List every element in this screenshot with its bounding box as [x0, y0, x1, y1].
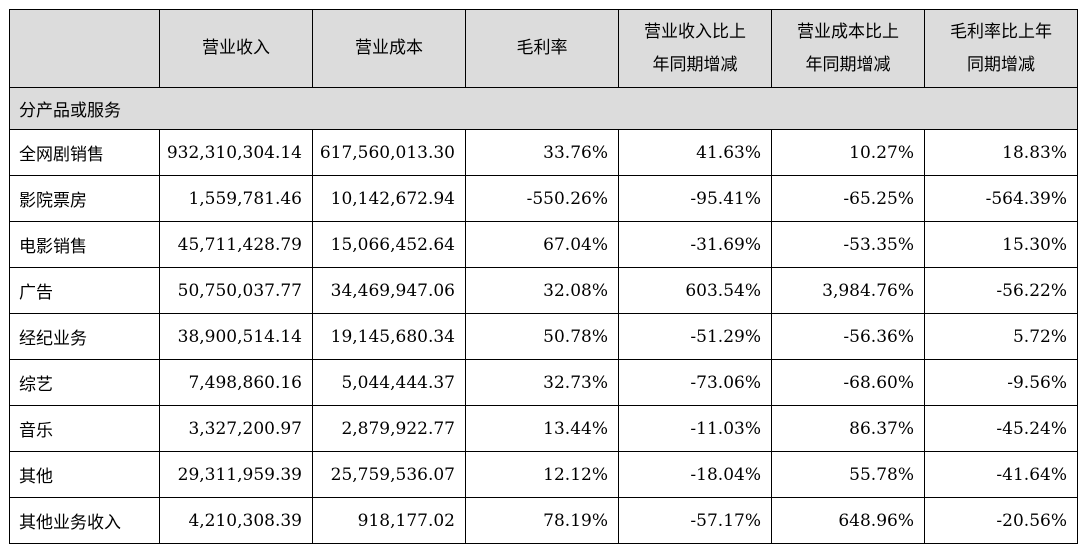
table-row: 全网剧销售 932,310,304.14 617,560,013.30 33.76% 4…	[9, 129, 1078, 176]
table-cell: 29,311,959.39	[159, 451, 313, 498]
table-cell: 32.08%	[465, 267, 619, 314]
table-cell: -45.24%	[924, 405, 1078, 452]
table-cell: -56.22%	[924, 267, 1078, 314]
table-cell: 1,559,781.46	[159, 175, 313, 222]
table-cell: 33.76%	[465, 129, 619, 176]
row-label: 影院票房	[9, 175, 160, 222]
table-cell: 55.78%	[771, 451, 925, 498]
table-row: 广告 50,750,037.77 34,469,947.06 32.08% 603.54…	[9, 267, 1078, 314]
column-header-line: 年同期增减	[652, 54, 738, 75]
column-header-line: 年同期增减	[805, 54, 891, 75]
table-cell: 45,711,428.79	[159, 221, 313, 268]
table-row: 其他业务收入 4,210,308.39 918,177.02 78.19% -57.17…	[9, 497, 1078, 544]
table-cell: -9.56%	[924, 359, 1078, 406]
table-row: 综艺 7,498,860.16 5,044,444.37 32.73% -73.06% -…	[9, 359, 1078, 406]
table-cell: 3,984.76%	[771, 267, 925, 314]
column-header-line: 毛利率比上年	[950, 21, 1052, 42]
table-cell: 10.27%	[771, 129, 925, 176]
header-revenue-yoy: 营业收入比上 年同期增减	[618, 9, 772, 88]
table-cell: 10,142,672.94	[312, 175, 466, 222]
table-cell: 41.63%	[618, 129, 772, 176]
table-cell: -51.29%	[618, 313, 772, 360]
table-cell: 5.72%	[924, 313, 1078, 360]
header-row: 营业收入 营业成本 毛利率 营业收入比上 年同期增减 营业成本比上 年同期增减 毛利率比上年同…	[9, 9, 1078, 88]
table-cell: 918,177.02	[312, 497, 466, 544]
table-cell: -564.39%	[924, 175, 1078, 222]
row-label: 经纪业务	[9, 313, 160, 360]
table-row: 电影销售 45,711,428.79 15,066,452.64 67.04% -31.…	[9, 221, 1078, 268]
table-row: 其他 29,311,959.39 25,759,536.07 12.12% -18.04…	[9, 451, 1078, 498]
table-cell: -73.06%	[618, 359, 772, 406]
table-cell: -68.60%	[771, 359, 925, 406]
table-cell: 32.73%	[465, 359, 619, 406]
table-cell: 4,210,308.39	[159, 497, 313, 544]
table-cell: 932,310,304.14	[159, 129, 313, 176]
header-cost: 营业成本	[312, 9, 466, 88]
financial-table: 营业收入 营业成本 毛利率 营业收入比上 年同期增减 营业成本比上 年同期增减 毛利率比上年同…	[9, 9, 1078, 544]
table-cell: -18.04%	[618, 451, 772, 498]
table-cell: -31.69%	[618, 221, 772, 268]
column-header-line: 营业成本	[355, 38, 423, 58]
table-row: 经纪业务 38,900,514.14 19,145,680.34 50.78% -51.…	[9, 313, 1078, 360]
row-label: 音乐	[9, 405, 160, 452]
table-cell: 86.37%	[771, 405, 925, 452]
column-header-line: 营业成本比上	[797, 21, 899, 42]
column-header-line: 营业收入比上	[644, 21, 746, 42]
section-label: 分产品或服务	[9, 87, 1078, 130]
table-cell: -11.03%	[618, 405, 772, 452]
table-cell: 603.54%	[618, 267, 772, 314]
table-cell: 12.12%	[465, 451, 619, 498]
table-cell: 15.30%	[924, 221, 1078, 268]
table-cell: 15,066,452.64	[312, 221, 466, 268]
table-cell: -53.35%	[771, 221, 925, 268]
table-cell: -57.17%	[618, 497, 772, 544]
table-cell: 25,759,536.07	[312, 451, 466, 498]
table-cell: -56.36%	[771, 313, 925, 360]
table-cell: 50.78%	[465, 313, 619, 360]
table-cell: -65.25%	[771, 175, 925, 222]
table-row: 音乐 3,327,200.97 2,879,922.77 13.44% -11.03% 8…	[9, 405, 1078, 452]
table-body: 分产品或服务 全网剧销售 932,310,304.14 617,560,013.30…	[9, 87, 1078, 544]
row-label: 其他业务收入	[9, 497, 160, 544]
table-cell: 19,145,680.34	[312, 313, 466, 360]
table-cell: 648.96%	[771, 497, 925, 544]
column-header-line: 毛利率	[516, 38, 568, 58]
header-revenue: 营业收入	[159, 9, 313, 88]
row-label: 电影销售	[9, 221, 160, 268]
row-label: 其他	[9, 451, 160, 498]
table-cell: 5,044,444.37	[312, 359, 466, 406]
table-cell: 2,879,922.77	[312, 405, 466, 452]
row-label: 广告	[9, 267, 160, 314]
table-cell: 3,327,200.97	[159, 405, 313, 452]
table-header: 营业收入 营业成本 毛利率 营业收入比上 年同期增减 营业成本比上 年同期增减 毛利率比上年同…	[9, 9, 1078, 88]
table-cell: 78.19%	[465, 497, 619, 544]
column-header-line: 同期增减	[967, 54, 1035, 75]
row-label: 综艺	[9, 359, 160, 406]
table-cell: 50,750,037.77	[159, 267, 313, 314]
table-cell: 67.04%	[465, 221, 619, 268]
table-cell: 38,900,514.14	[159, 313, 313, 360]
table-cell: 13.44%	[465, 405, 619, 452]
table-cell: 7,498,860.16	[159, 359, 313, 406]
table-cell: -20.56%	[924, 497, 1078, 544]
table-cell: -95.41%	[618, 175, 772, 222]
table-cell: -550.26%	[465, 175, 619, 222]
section-row: 分产品或服务	[9, 87, 1078, 130]
column-header-line: 营业收入	[202, 38, 270, 58]
table-cell: 34,469,947.06	[312, 267, 466, 314]
table-cell: -41.64%	[924, 451, 1078, 498]
table-row: 影院票房 1,559,781.46 10,142,672.94 -550.26% -95…	[9, 175, 1078, 222]
header-margin-yoy: 毛利率比上年 同期增减	[924, 9, 1078, 88]
header-blank	[9, 9, 160, 88]
header-cost-yoy: 营业成本比上 年同期增减	[771, 9, 925, 88]
table-cell: 18.83%	[924, 129, 1078, 176]
row-label: 全网剧销售	[9, 129, 160, 176]
header-gross-margin: 毛利率	[465, 9, 619, 88]
table-cell: 617,560,013.30	[312, 129, 466, 176]
